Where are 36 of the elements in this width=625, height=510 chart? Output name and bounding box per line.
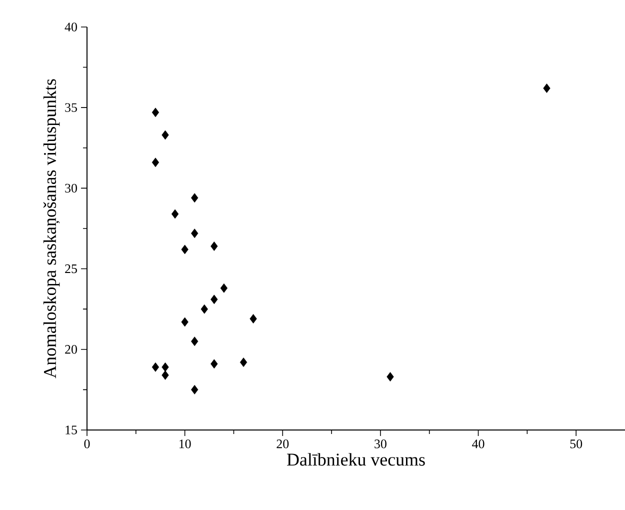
point — [210, 242, 218, 251]
y-tick-label: 20 — [65, 345, 77, 354]
y-tick-label: 35 — [65, 103, 77, 112]
point — [181, 244, 188, 254]
point — [162, 362, 169, 372]
point — [240, 358, 248, 367]
x-tick-label: 10 — [179, 440, 191, 448]
x-axis-title: Dalībnieku vecums — [287, 453, 425, 466]
point — [191, 336, 198, 346]
x-tick-label: 0 — [84, 440, 90, 448]
y-tick-label: 40 — [64, 22, 77, 32]
point — [250, 314, 257, 324]
x-tick-label: 40 — [472, 440, 484, 448]
point — [191, 228, 198, 238]
point — [152, 362, 160, 372]
point — [543, 84, 550, 93]
point — [210, 294, 218, 304]
x-tick-label: 50 — [570, 440, 582, 448]
point — [200, 304, 208, 314]
y-tick-label: 15 — [66, 426, 77, 434]
y-axis-title: Anomaloskopa saskaņošanas viduspunkts — [43, 79, 60, 378]
point — [162, 370, 169, 380]
x-tick-label: 30 — [374, 440, 386, 448]
point — [171, 209, 179, 219]
point — [152, 158, 160, 168]
point — [210, 359, 218, 369]
y-tick-label: 25 — [65, 264, 77, 274]
point — [162, 130, 169, 140]
point — [191, 384, 198, 394]
point — [220, 283, 228, 293]
point — [386, 372, 394, 382]
x-tick-label: 20 — [276, 440, 289, 448]
y-tick-label: 30 — [65, 184, 77, 193]
point — [181, 317, 188, 327]
point — [191, 193, 198, 203]
point — [152, 108, 160, 118]
